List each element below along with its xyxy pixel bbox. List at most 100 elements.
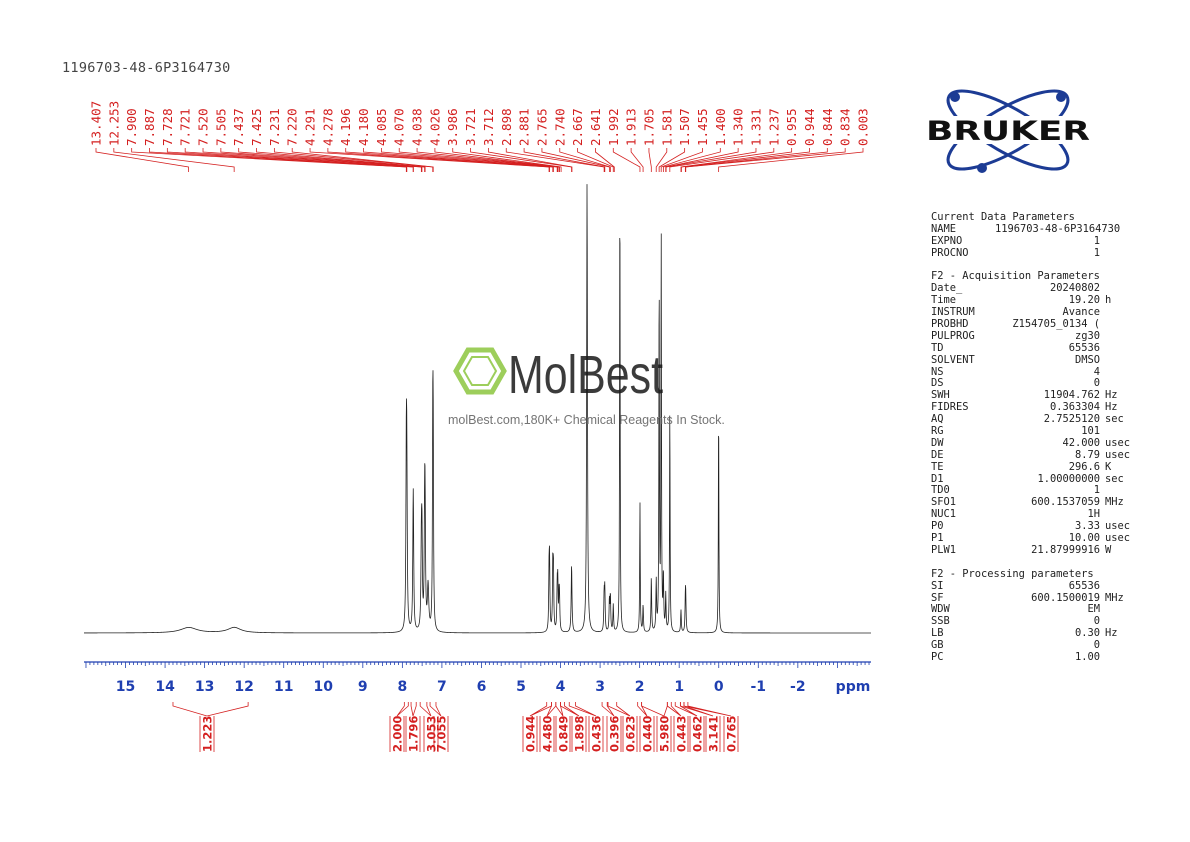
peak-label: 0.844 xyxy=(820,108,835,146)
processing-parameters-title: F2 - Processing parameters xyxy=(931,567,1094,580)
x-tick-label: 7 xyxy=(437,679,447,695)
param-value: 4 xyxy=(1093,365,1100,378)
peak-label: 4.070 xyxy=(392,108,407,146)
x-tick-label: 0 xyxy=(714,679,724,695)
peak-label: 1.455 xyxy=(695,108,710,146)
param-row: AQ 2.7525120 sec xyxy=(931,413,1141,426)
param-row: DW 42.000 usec xyxy=(931,437,1141,450)
param-key: NS xyxy=(931,365,944,378)
param-key: FIDRES xyxy=(931,401,969,414)
sample-id: 1196703-48-6P3164730 xyxy=(62,60,231,76)
param-row: SSB 0 xyxy=(931,615,1141,628)
param-key: SI xyxy=(931,579,944,592)
peak-label: 1.992 xyxy=(606,108,621,146)
param-key: TE xyxy=(931,460,944,473)
x-axis-label: ppm xyxy=(836,679,871,695)
x-axis: 15 14 13 12 11 10 9 8 7 6 5 4 3 2 1 0 -1 -2 ppm xyxy=(84,661,871,695)
peak-label-leader xyxy=(680,148,793,172)
param-row: SI 65536 xyxy=(931,579,1141,593)
param-value: 296.6 xyxy=(1068,460,1100,473)
integral-value: 7.055 xyxy=(435,716,449,752)
peak-label-leader xyxy=(380,148,558,172)
x-tick-label: 1 xyxy=(674,679,684,695)
peak-label-leader xyxy=(327,148,550,172)
peak-label: 3.986 xyxy=(445,108,460,146)
peak-label-leader xyxy=(577,148,614,172)
acquisition-parameters-list: Date_ 20240802 Time 19.20 h INSTRUM Avance PROB… xyxy=(931,282,1141,556)
peak-label-leader xyxy=(273,148,434,172)
param-value: 21.87999916 xyxy=(1031,543,1100,556)
param-unit xyxy=(1100,331,1141,343)
param-value: 1 xyxy=(1093,484,1100,497)
peak-label-leader xyxy=(131,148,407,172)
param-row: SF 600.1500019 MHz xyxy=(931,592,1141,605)
param-unit xyxy=(1100,343,1141,355)
integral-bracket xyxy=(396,702,409,717)
peak-label-leader xyxy=(488,148,573,172)
param-row: FIDRES 0.363304 Hz xyxy=(931,401,1141,414)
param-value: 3.33 xyxy=(1074,520,1100,533)
bruker-logo-text: BRUKER xyxy=(926,116,1090,147)
peak-label-leader xyxy=(149,148,408,172)
x-tick-label: 13 xyxy=(195,679,214,695)
x-tick-label: 2 xyxy=(635,679,645,695)
param-row: TE 296.6 K xyxy=(931,460,1141,474)
peak-label: 2.641 xyxy=(588,108,603,146)
param-row: NS 4 xyxy=(931,365,1141,379)
peak-label: 7.437 xyxy=(231,108,246,146)
integral-value: 0.440 xyxy=(641,716,655,752)
peak-label: 3.721 xyxy=(463,108,478,146)
param-row: DS 0 xyxy=(931,378,1141,390)
param-unit xyxy=(1100,652,1141,664)
integral-bracket xyxy=(410,702,417,717)
param-key: TD xyxy=(931,341,944,354)
param-unit: h xyxy=(1105,294,1112,307)
param-key: PROBHD xyxy=(931,318,969,331)
peak-label-leader xyxy=(612,148,641,172)
peak-label-leader xyxy=(630,148,644,172)
x-tick-label: -2 xyxy=(790,679,806,695)
peak-label: 7.520 xyxy=(196,108,211,146)
param-value: 0 xyxy=(1093,639,1100,652)
peak-label: 2.740 xyxy=(552,108,567,146)
bruker-logo: BRUKER xyxy=(926,89,1090,173)
peak-label: 7.231 xyxy=(267,108,282,146)
peak-label: 3.712 xyxy=(481,108,496,146)
peak-label: 7.220 xyxy=(285,108,300,146)
integral-box xyxy=(673,716,689,752)
peak-label-leader xyxy=(113,148,235,172)
integral-bracket xyxy=(555,702,564,717)
param-value: 1 xyxy=(1093,234,1100,247)
integral-box xyxy=(433,716,449,752)
integral-value: 2.000 xyxy=(391,716,405,752)
param-key: PULPROG xyxy=(931,329,975,342)
param-key: INSTRUM xyxy=(931,306,975,319)
peak-label: 7.887 xyxy=(142,108,157,146)
integral-box xyxy=(705,716,721,752)
peak-label: 7.425 xyxy=(249,108,264,146)
param-unit xyxy=(1100,355,1141,367)
peak-label-leader xyxy=(434,148,560,172)
peak-label-leader xyxy=(238,148,426,172)
param-key: PC xyxy=(931,650,944,663)
integral-box xyxy=(656,716,672,752)
peak-label-leader xyxy=(291,148,434,172)
param-row: WDW EM xyxy=(931,603,1141,616)
peak-label: 7.900 xyxy=(124,108,139,146)
integral-bracket xyxy=(607,702,631,717)
param-row: DE 8.79 usec xyxy=(931,449,1141,462)
peak-label-leader xyxy=(685,148,846,172)
atom-icon xyxy=(946,89,1070,171)
param-key: GB xyxy=(931,639,944,652)
param-key: RG xyxy=(931,425,944,438)
integral-value: 0.944 xyxy=(524,716,538,752)
peak-label: 0.834 xyxy=(838,108,853,146)
integral-value: 1.898 xyxy=(573,716,587,752)
peak-label-leader xyxy=(220,148,423,172)
x-tick-label: 5 xyxy=(516,679,526,695)
peak-label: 1.507 xyxy=(677,108,692,146)
param-value: zg30 xyxy=(1074,329,1100,342)
param-row: LB 0.30 Hz xyxy=(931,627,1141,640)
